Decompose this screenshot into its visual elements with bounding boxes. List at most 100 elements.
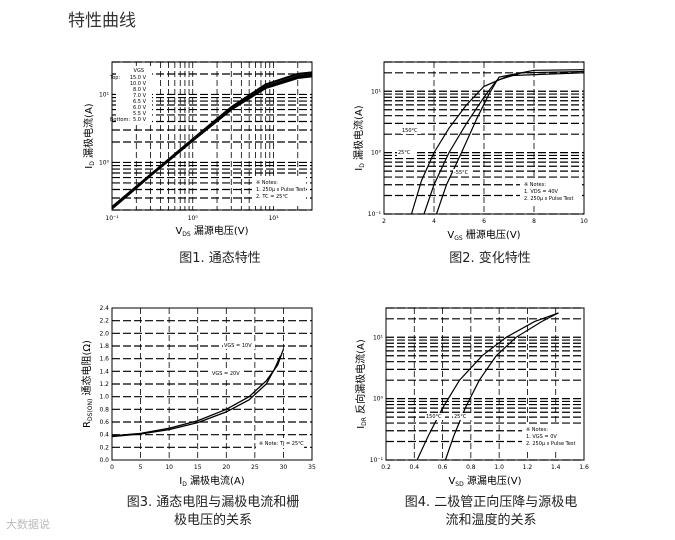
- caption-fig3-line1: 图3. 通态电阻与漏极电流和栅: [126, 495, 300, 510]
- y-tick-label: 10⁻¹: [368, 211, 382, 218]
- x-tick-label: 30: [280, 464, 288, 471]
- legend-header: VGS: [134, 68, 144, 74]
- x-tick-label: 25: [251, 464, 259, 471]
- y-tick-label: 1.4: [99, 368, 109, 375]
- curve-label: -55°C: [454, 170, 469, 176]
- x-tick-label: 0: [110, 464, 114, 471]
- y-tick-label: 1.6: [99, 356, 109, 363]
- page-title: 特性曲线: [68, 11, 136, 31]
- legend-entry: 7.0 V: [133, 93, 147, 99]
- x-tick-label: 0.6: [438, 464, 448, 471]
- note-line: 1. VGS = 0V: [526, 434, 557, 440]
- legend-entry: 6.5 V: [133, 99, 147, 105]
- series-line-2: [444, 312, 559, 461]
- note-line: 2. 250μ s Pulse Test: [524, 196, 574, 202]
- curve-label-bg: [211, 370, 243, 377]
- caption-fig3: 图3. 通态电阻与漏极电流和栅 极电压的关系: [98, 494, 328, 530]
- legend-entry: 5.5 V: [133, 111, 147, 117]
- x-tick-label: 10: [165, 464, 173, 471]
- y-tick-label: 0.6: [99, 419, 109, 426]
- x-tick-label: 8: [532, 218, 536, 225]
- x-tick-label: 0.4: [410, 464, 420, 471]
- y-tick-label: 2.2: [99, 318, 109, 325]
- legend-entry: 6.0 V: [133, 105, 147, 111]
- notes-box: [256, 438, 304, 448]
- caption-fig2: 图2. 变化特性: [449, 251, 531, 266]
- x-tick-label: 1.6: [579, 464, 589, 471]
- curve-label-bg: [401, 127, 421, 134]
- y-tick-label: 0.4: [99, 432, 109, 439]
- x-axis-label: VGS 栅源电压(V): [447, 228, 520, 242]
- x-axis-label: VSD 源漏电压(V): [448, 474, 521, 488]
- notes-box: [520, 179, 580, 205]
- x-tick-label: 1.4: [551, 464, 561, 471]
- y-tick-label: 0.8: [99, 406, 109, 413]
- curve-label: VGS = 10V: [224, 343, 252, 349]
- curve-label-bg: [223, 342, 255, 349]
- x-tick-label: 10: [580, 218, 588, 225]
- y-tick-label: 10⁻¹: [370, 457, 384, 464]
- x-tick-label: 35: [308, 464, 316, 471]
- curve-label: VGS = 20V: [212, 371, 240, 377]
- series-line-2: [111, 355, 282, 438]
- legend-box: [116, 66, 152, 124]
- watermark: 大数据说: [6, 518, 50, 531]
- curve-label-bg: [425, 413, 445, 420]
- x-tick-label: 6: [482, 218, 486, 225]
- curve-label: 25°C: [398, 150, 411, 156]
- notes-box: [252, 177, 306, 203]
- y-tick-label: 0.2: [99, 444, 109, 451]
- legend-entry: 10.0 V: [130, 81, 147, 87]
- x-axis-label: ID 漏极电流(A): [179, 474, 244, 488]
- y-tick-label: 1.8: [99, 343, 109, 350]
- curve-label-bg: [397, 149, 417, 156]
- y-tick-label: 10⁰: [99, 159, 110, 166]
- caption-fig4: 图4. 二极管正向压降与源极电 流和温度的关系: [376, 494, 606, 530]
- x-tick-label: 0.8: [466, 464, 476, 471]
- x-tick-label: 5: [139, 464, 143, 471]
- curve-label: 25°C: [454, 414, 467, 420]
- y-tick-label: 2.0: [99, 330, 109, 337]
- legend-entry: 8.0 V: [133, 87, 147, 93]
- x-tick-label: 1.2: [523, 464, 533, 471]
- x-tick-label: 1.0: [494, 464, 504, 471]
- note-line: 1. 250μ s Pulse Test: [256, 187, 306, 193]
- note-line: 1. VDS = 40V: [524, 189, 559, 195]
- y-tick-label: 2.4: [99, 305, 109, 312]
- x-tick-label: 20: [222, 464, 230, 471]
- y-axis-label: IDR 反向漏极电流(A): [354, 339, 368, 429]
- y-tick-label: 10¹: [371, 88, 382, 95]
- note-line: 2. 250μ s Pulse Test: [526, 441, 576, 447]
- series-line-1: [416, 312, 559, 461]
- x-tick-label: 10⁰: [188, 215, 199, 222]
- y-axis-label: RDS(ON) 通态电阻(Ω): [80, 340, 94, 428]
- legend-entry: 5.0 V: [133, 117, 147, 123]
- curve-label: 150°C: [426, 414, 442, 420]
- series-line-3: [111, 75, 313, 210]
- curve-label-bg: [453, 169, 473, 176]
- note-line: ※ Notes:: [256, 180, 278, 186]
- y-tick-label: 10⁰: [371, 150, 382, 157]
- y-tick-label: 10⁰: [373, 396, 384, 403]
- y-tick-label: 10¹: [99, 91, 110, 98]
- notes-box: [522, 424, 582, 450]
- note-line: 2. TC = 25℃: [256, 194, 288, 200]
- y-tick-label: 1.0: [99, 394, 109, 401]
- caption-fig3-line2: 极电压的关系: [173, 513, 252, 528]
- y-tick-label: 10¹: [373, 334, 384, 341]
- x-tick-label: 15: [194, 464, 202, 471]
- x-axis-label: VDS 漏源电压(V): [175, 224, 248, 238]
- note-line: ※ Note: TJ = 25℃: [259, 441, 304, 447]
- y-axis-label: ID 漏极电流(A): [82, 103, 96, 168]
- legend-top-label: Top:: [109, 75, 120, 81]
- x-tick-label: 0.2: [381, 464, 391, 471]
- curve-label: 150°C: [402, 128, 418, 134]
- legend-bottom-label: Bottom:: [110, 117, 130, 123]
- y-tick-label: 1.2: [99, 381, 109, 388]
- caption-fig4-line2: 流和温度的关系: [445, 513, 537, 528]
- x-tick-label: 10¹: [268, 215, 279, 222]
